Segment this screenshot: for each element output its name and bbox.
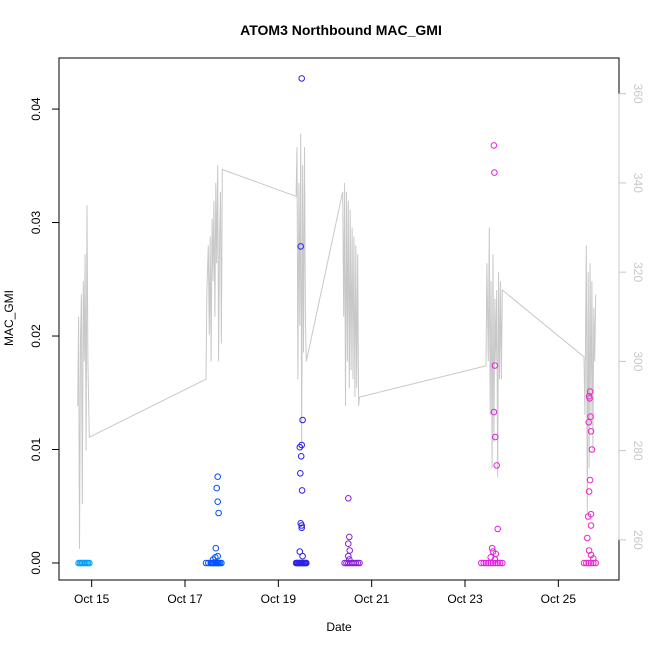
x-axis: Oct 15 Oct 17 Oct 19 Oct 21 Oct 23 Oct 25	[74, 579, 577, 606]
data-point	[352, 559, 360, 567]
right-y-tick-label: 300	[631, 351, 645, 371]
data-point	[212, 544, 220, 552]
data-point	[298, 522, 306, 529]
right-y-tick-label: 260	[631, 530, 645, 550]
data-point	[296, 443, 304, 451]
data-point	[587, 428, 595, 435]
data-point	[586, 388, 594, 395]
plot-area	[75, 75, 600, 567]
y-tick-label: 0.02	[29, 324, 43, 348]
data-point	[214, 473, 221, 481]
x-tick-label: Oct 21	[354, 592, 390, 606]
data-point	[586, 476, 594, 484]
x-tick-label: Oct 25	[541, 592, 577, 606]
data-point	[587, 413, 594, 420]
data-point	[297, 470, 304, 477]
data-point	[218, 559, 225, 567]
data-point	[356, 559, 363, 567]
x-axis-label: Date	[326, 620, 352, 634]
data-point	[580, 559, 588, 567]
data-point	[494, 525, 502, 533]
data-point	[346, 533, 353, 541]
right-y-tick-label: 340	[631, 173, 645, 193]
data-point	[215, 509, 222, 517]
data-point	[490, 142, 498, 149]
data-point	[491, 169, 498, 176]
data-point	[584, 534, 591, 542]
x-tick-label: Oct 23	[447, 592, 483, 606]
data-point	[585, 419, 593, 426]
data-point	[590, 555, 597, 562]
data-point	[214, 552, 221, 560]
data-point	[485, 559, 492, 567]
data-point	[496, 559, 504, 567]
data-point	[586, 395, 593, 402]
data-point	[478, 559, 485, 567]
data-point	[296, 548, 304, 555]
x-tick-label: Oct 17	[167, 592, 203, 606]
data-point	[86, 559, 93, 567]
data-point	[490, 408, 498, 416]
data-point	[299, 552, 306, 560]
data-point	[585, 488, 593, 495]
data-point	[346, 556, 353, 563]
data-point	[492, 433, 499, 441]
right-y-axis: 260 280 300 320 340 360	[618, 84, 645, 550]
data-point	[590, 559, 597, 567]
data-point	[346, 547, 354, 554]
data-point	[499, 559, 506, 567]
right-y-tick-label: 360	[631, 84, 645, 104]
data-point	[299, 416, 306, 424]
data-point	[493, 462, 501, 469]
y-axis-label: MAC_GMI	[2, 290, 16, 346]
data-point	[345, 495, 352, 502]
data-point	[480, 559, 488, 567]
data-point	[303, 559, 310, 567]
x-tick-label: Oct 15	[74, 592, 110, 606]
data-point	[482, 559, 490, 567]
data-point	[298, 75, 306, 82]
data-point	[297, 243, 305, 250]
y-tick-label: 0.03	[29, 211, 43, 235]
data-point	[297, 453, 305, 460]
data-point	[213, 484, 220, 492]
y-axis: 0.00 0.01 0.02 0.03 0.04	[29, 97, 60, 575]
data-point	[588, 446, 596, 453]
data-point	[345, 552, 352, 560]
y-tick-label: 0.00	[29, 551, 43, 575]
data-point	[585, 559, 593, 567]
data-point	[488, 544, 496, 552]
data-point	[491, 362, 499, 369]
data-point	[492, 559, 499, 567]
data-point	[202, 559, 210, 567]
data-point	[587, 522, 595, 529]
y-tick-label: 0.01	[29, 437, 43, 461]
data-point	[298, 524, 306, 532]
plot-frame	[58, 57, 620, 581]
data-point	[345, 540, 352, 548]
data-point	[583, 559, 590, 567]
right-y-tick-label: 320	[631, 262, 645, 282]
data-point	[489, 559, 497, 567]
x-tick-label: Oct 19	[261, 592, 297, 606]
data-point	[491, 556, 499, 563]
data-point	[584, 513, 592, 520]
data-point	[354, 559, 362, 567]
chart-title: ATOM3 Northbound MAC_GMI	[240, 22, 442, 38]
series-line-right-axis	[77, 133, 597, 549]
y-tick-label: 0.04	[29, 97, 43, 121]
data-point	[214, 498, 221, 506]
right-y-tick-label: 280	[631, 441, 645, 461]
data-point	[298, 487, 306, 494]
